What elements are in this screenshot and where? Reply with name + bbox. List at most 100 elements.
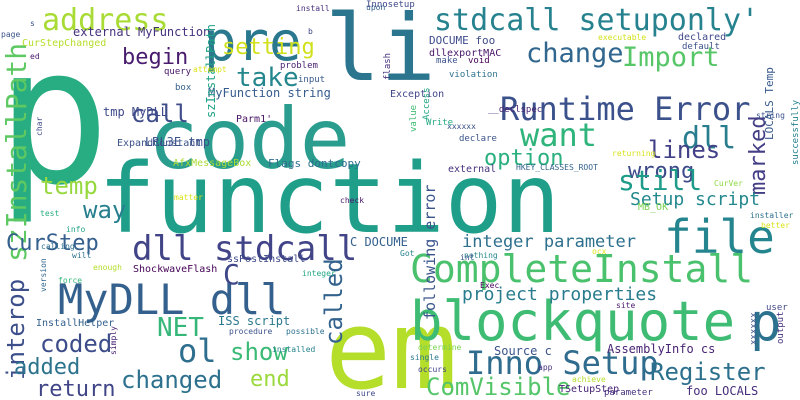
- cloud-word: installer: [750, 211, 794, 220]
- cloud-word: check: [340, 196, 364, 205]
- cloud-word: executable: [598, 33, 646, 42]
- cloud-word: li: [325, 0, 436, 102]
- cloud-word: char: [35, 117, 44, 136]
- cloud-word: Write: [426, 118, 453, 128]
- cloud-word: szInstallPath: [204, 24, 218, 118]
- cloud-word: Access: [422, 87, 432, 120]
- cloud-word: external: [448, 164, 496, 175]
- cloud-word: matter: [174, 193, 203, 202]
- cloud-word: foo LOCALS: [686, 384, 758, 398]
- cloud-word: wrong: [628, 159, 694, 184]
- cloud-word: attempt: [193, 65, 227, 74]
- cloud-word: code: [148, 90, 350, 188]
- cloud-word: dll: [682, 121, 736, 156]
- cloud-word: user: [766, 303, 788, 313]
- cloud-word: site: [616, 301, 635, 310]
- cloud-word: Setup script: [630, 189, 760, 210]
- cloud-word: integer: [302, 269, 336, 278]
- cloud-word: want: [520, 116, 597, 154]
- cloud-word: value: [409, 105, 419, 132]
- cloud-word: Exec: [480, 281, 499, 290]
- cloud-word: Import: [622, 42, 720, 73]
- cloud-word: __declspec: [488, 105, 542, 115]
- cloud-word: following error: [421, 185, 439, 320]
- cloud-word: CurStep: [6, 231, 99, 256]
- cloud-word: function: [98, 143, 560, 255]
- cloud-word: TSetupStep: [559, 384, 619, 395]
- cloud-word: dllexportMAC: [429, 48, 501, 59]
- cloud-word: Source c: [494, 344, 552, 358]
- cloud-word: end: [250, 367, 290, 392]
- cloud-word: MyFunction string: [208, 86, 331, 100]
- cloud-word: marked: [746, 116, 771, 195]
- cloud-word: version: [39, 258, 48, 292]
- cloud-word: MB_OK: [638, 202, 668, 213]
- cloud-word: query: [164, 67, 192, 77]
- cloud-word: string: [756, 111, 785, 120]
- cloud-word: box: [175, 83, 192, 93]
- cloud-word: occurs: [418, 365, 447, 374]
- cloud-word: CurStepChanged: [22, 38, 106, 49]
- cloud-word: C: [223, 258, 240, 291]
- cloud-word: changed: [121, 366, 222, 394]
- cloud-word: added: [14, 355, 80, 380]
- cloud-word: returning: [612, 149, 656, 158]
- cloud-word: option: [484, 146, 563, 171]
- cloud-word: stdcall setuponly': [434, 3, 759, 38]
- cloud-word: InstallHelper: [36, 318, 114, 329]
- cloud-word: LRL3E tmp: [145, 135, 210, 149]
- cloud-word: C DOCUME: [350, 235, 408, 249]
- cloud-word: problem: [280, 61, 318, 71]
- cloud-word: setting: [222, 35, 315, 60]
- cloud-word: show: [230, 338, 288, 366]
- cloud-word: declared: [678, 32, 726, 43]
- cloud-word: install: [296, 4, 330, 13]
- cloud-word: ComVisible: [426, 373, 571, 400]
- cloud-word: input: [298, 75, 325, 85]
- cloud-word: ShockwaveFlash: [133, 264, 217, 275]
- cloud-word: still: [618, 164, 702, 197]
- cloud-word: change: [526, 38, 624, 69]
- cloud-word: Got: [400, 249, 415, 258]
- cloud-word: interop: [2, 279, 30, 380]
- cloud-word: HKEY_CLASSES_ROOT: [516, 163, 598, 172]
- cloud-word: sure: [356, 389, 375, 398]
- cloud-word: calling: [41, 242, 75, 251]
- cloud-word: declare: [459, 134, 497, 144]
- cloud-word: determine: [418, 343, 462, 352]
- cloud-word: force: [58, 276, 82, 285]
- cloud-word: test: [40, 209, 59, 218]
- cloud-word: void: [468, 56, 490, 66]
- cloud-word: address: [42, 3, 168, 38]
- cloud-word: better: [761, 221, 790, 230]
- cloud-word: possible: [286, 327, 325, 336]
- cloud-word: project properties: [462, 284, 657, 305]
- cloud-word: Register: [650, 358, 766, 386]
- cloud-word: file: [664, 210, 775, 264]
- cloud-word: b: [308, 27, 313, 36]
- cloud-word: flash: [383, 53, 393, 80]
- cloud-word: Parm1': [236, 114, 272, 125]
- cloud-word: begin: [122, 45, 188, 70]
- cloud-word: LOCALS Temp: [763, 67, 776, 140]
- cloud-word: AssemblyInfo cs: [607, 342, 715, 356]
- cloud-word: nothing: [464, 251, 498, 260]
- cloud-word: installed: [272, 345, 316, 354]
- cloud-word: MyDLL dll: [58, 275, 286, 324]
- cloud-word: CompleteInstall: [410, 247, 753, 291]
- cloud-word: successfully: [791, 99, 800, 165]
- cloud-word: page: [1, 30, 20, 39]
- cloud-word: AfxMessageBox: [173, 158, 251, 169]
- cloud-word: DOCUME foo: [429, 34, 495, 47]
- cloud-word: int: [460, 253, 475, 262]
- cloud-word: call: [131, 100, 189, 128]
- cloud-word: CurVer: [714, 179, 743, 188]
- cloud-word: em: [325, 286, 457, 400]
- cloud-word: Flags dontcopy: [268, 157, 361, 170]
- cloud-word: output: [776, 311, 786, 344]
- cloud-word: ssPostInstall: [227, 254, 305, 265]
- cloud-word: Runtime Error: [500, 90, 750, 128]
- cloud-word: take: [236, 63, 299, 93]
